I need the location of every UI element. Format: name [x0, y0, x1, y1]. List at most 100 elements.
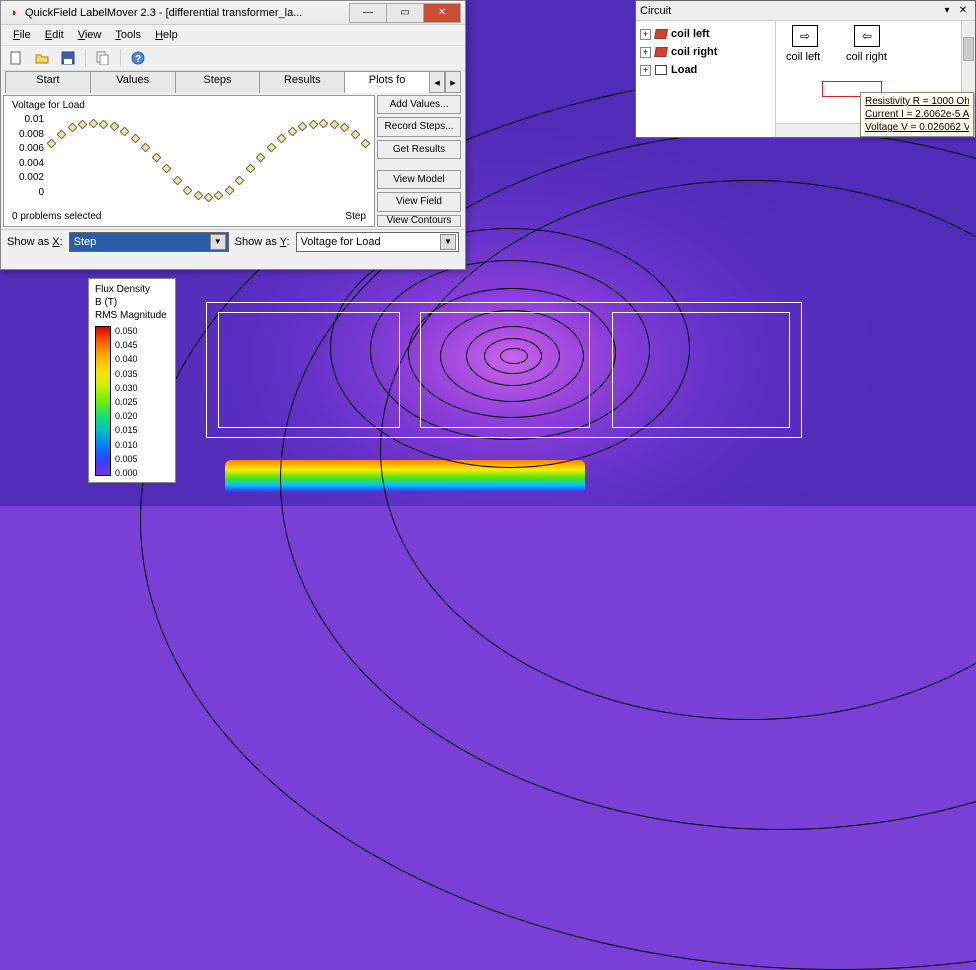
show-y-combo[interactable]: Voltage for Load ▼	[296, 232, 459, 252]
tab-results[interactable]: Results	[259, 71, 345, 93]
plot-marker	[235, 176, 245, 186]
maximize-button[interactable]: ▭	[386, 3, 424, 23]
plot-marker	[151, 152, 161, 162]
add-values-button[interactable]: Add Values...	[377, 95, 461, 114]
help-icon[interactable]: ?	[127, 47, 149, 69]
coil-icon	[654, 29, 668, 39]
app-icon: ◑	[5, 5, 21, 21]
plot-marker	[224, 186, 234, 196]
menu-file[interactable]: File	[7, 27, 37, 43]
legend-tick: 0.025	[115, 397, 138, 407]
ytick: 0.002	[4, 172, 44, 183]
open-icon[interactable]	[31, 47, 53, 69]
legend-h1: Flux Density	[91, 283, 173, 296]
legend-h2: B (T)	[91, 296, 173, 309]
expand-icon[interactable]: +	[640, 47, 651, 58]
plot-marker	[340, 123, 350, 133]
minimize-button[interactable]: —	[349, 3, 387, 23]
record-steps-button[interactable]: Record Steps...	[377, 117, 461, 136]
plot-canvas	[52, 114, 366, 198]
plot-marker	[193, 191, 203, 201]
window-title: QuickField LabelMover 2.3 - [differentia…	[25, 7, 350, 19]
schematic-label-right: coil right	[846, 51, 887, 63]
new-icon[interactable]	[5, 47, 27, 69]
plot-marker	[130, 134, 140, 144]
copy-icon[interactable]	[92, 47, 114, 69]
show-x-value: Step	[74, 236, 97, 248]
tab-plots[interactable]: Plots fo	[344, 71, 430, 93]
titlebar[interactable]: ◑ QuickField LabelMover 2.3 - [different…	[1, 1, 465, 25]
tab-steps[interactable]: Steps	[175, 71, 261, 93]
expand-icon[interactable]: +	[640, 65, 651, 76]
legend-tick: 0.040	[115, 354, 138, 364]
flux-legend: Flux Density B (T) RMS Magnitude 0.050 0.…	[88, 278, 176, 483]
tab-scroll-left[interactable]: ◂	[429, 71, 445, 93]
schematic-label-left: coil left	[786, 51, 820, 63]
tooltip-voltage: Voltage V = 0.026062 V	[865, 121, 969, 134]
get-results-button[interactable]: Get Results	[377, 140, 461, 159]
plot-marker	[319, 119, 329, 129]
plot-marker	[204, 193, 214, 203]
tree-item[interactable]: + coil left	[640, 25, 771, 43]
ytick: 0.006	[4, 143, 44, 154]
ytick: 0.01	[4, 114, 44, 125]
tab-start[interactable]: Start	[5, 71, 91, 93]
tab-scroll-right[interactable]: ▸	[445, 71, 461, 93]
plot-marker	[120, 127, 130, 137]
coil-outline	[218, 312, 400, 428]
plot-marker	[361, 139, 371, 149]
menu-edit[interactable]: Edit	[39, 27, 70, 43]
save-icon[interactable]	[57, 47, 79, 69]
schematic-node-right[interactable]	[854, 25, 880, 47]
plot-marker	[214, 191, 224, 201]
plot-status-left: 0 problems selected	[12, 211, 102, 222]
circuit-tree: + coil left +coil right+Load	[636, 21, 776, 137]
view-field-button[interactable]: View Field	[377, 192, 461, 211]
plot-marker	[172, 176, 182, 186]
plot-marker	[256, 152, 266, 162]
menu-tools[interactable]: Tools	[109, 27, 147, 43]
close-button[interactable]: ✕	[423, 3, 461, 23]
tree-item-label: coil left	[671, 28, 710, 40]
legend-colorbar	[95, 326, 111, 476]
plot-marker	[88, 119, 98, 129]
menubar: File Edit View Tools Help	[1, 25, 465, 45]
plot-marker	[266, 142, 276, 152]
schematic-node-left[interactable]	[792, 25, 818, 47]
plot-marker	[350, 130, 360, 140]
plot-status-right: Step	[345, 211, 366, 222]
circuit-titlebar[interactable]: Circuit ▾ ✕	[636, 1, 975, 21]
circuit-title: Circuit	[640, 5, 939, 17]
plot-marker	[57, 130, 67, 140]
plot-marker	[329, 119, 339, 129]
toolbar: ?	[1, 45, 465, 71]
ytick: 0.004	[4, 158, 44, 169]
plot-marker	[298, 122, 308, 132]
svg-text:?: ?	[135, 54, 141, 65]
coil-outline	[612, 312, 790, 428]
separator	[120, 49, 121, 67]
tree-item[interactable]: +Load	[640, 61, 771, 79]
expand-icon[interactable]: +	[640, 29, 651, 40]
menu-help[interactable]: Help	[149, 27, 184, 43]
pin-icon[interactable]: ▾	[939, 3, 955, 19]
button-column: Add Values... Record Steps... Get Result…	[377, 93, 465, 229]
menu-view[interactable]: View	[72, 27, 108, 43]
labelmover-window: ◑ QuickField LabelMover 2.3 - [different…	[0, 0, 466, 270]
legend-tick: 0.030	[115, 383, 138, 393]
show-x-combo[interactable]: Step ▼	[69, 232, 229, 252]
legend-tick: 0.000	[115, 468, 138, 478]
tab-values[interactable]: Values	[90, 71, 176, 93]
legend-h3: RMS Magnitude	[91, 309, 173, 322]
view-model-button[interactable]: View Model	[377, 170, 461, 189]
plot-yticks: 0.010.0080.0060.0040.0020	[4, 114, 48, 198]
ytick: 0	[4, 187, 44, 198]
separator	[85, 49, 86, 67]
tooltip-current: Current I = 2.6062e-5 A	[865, 108, 969, 121]
tree-item[interactable]: +coil right	[640, 43, 771, 61]
tooltip-resistivity: Resistivity R = 1000 Ohm	[865, 95, 969, 108]
close-icon[interactable]: ✕	[955, 3, 971, 19]
coil-outline	[420, 312, 590, 428]
legend-tick: 0.050	[115, 326, 138, 336]
view-contours-button[interactable]: View Contours	[377, 215, 461, 227]
